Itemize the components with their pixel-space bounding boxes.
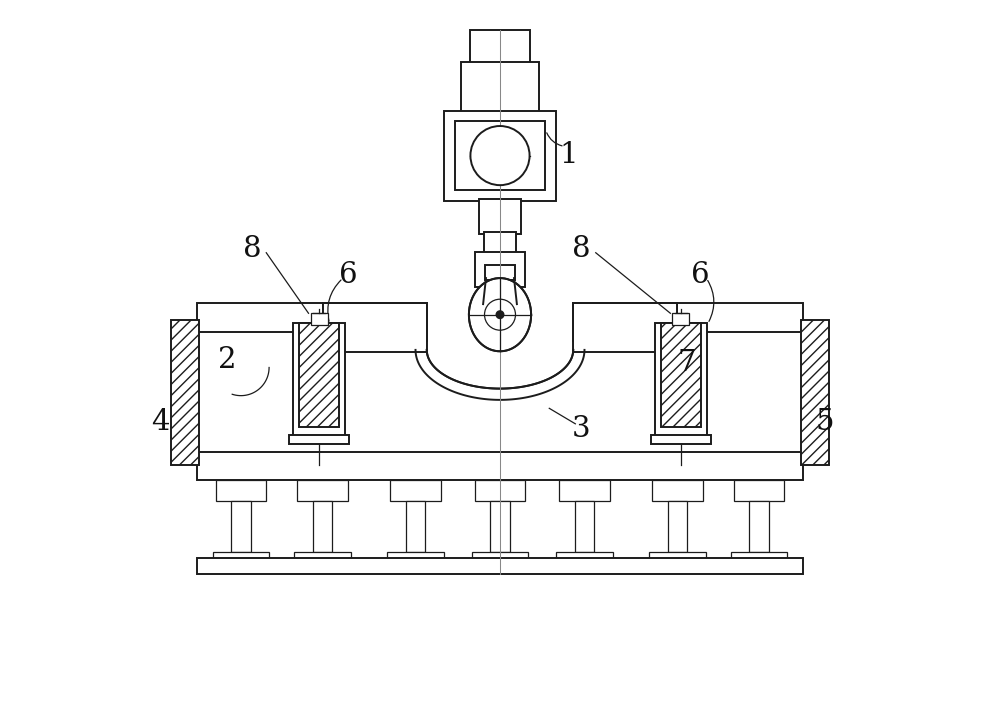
Circle shape [470, 126, 530, 185]
Circle shape [485, 299, 515, 330]
Bar [197, 331, 803, 454]
Bar [655, 323, 707, 438]
Bar [387, 552, 444, 566]
Bar [197, 558, 803, 574]
Bar [444, 111, 556, 201]
Bar [575, 501, 594, 552]
Text: 1: 1 [560, 141, 578, 169]
Text: 6: 6 [691, 260, 710, 289]
Bar [731, 552, 787, 566]
Bar [479, 199, 521, 234]
Bar [470, 30, 530, 63]
Text: 3: 3 [572, 415, 590, 444]
Text: 8: 8 [572, 235, 590, 263]
Bar [311, 313, 328, 325]
Bar [390, 480, 441, 501]
Bar [668, 501, 687, 552]
Text: 7: 7 [678, 348, 697, 377]
Text: 6: 6 [339, 260, 358, 289]
Polygon shape [469, 278, 531, 351]
Bar [472, 552, 528, 566]
Text: 8: 8 [243, 235, 262, 263]
Bar [749, 501, 769, 552]
Bar [475, 252, 525, 287]
Polygon shape [427, 303, 573, 389]
Bar [559, 480, 610, 501]
Bar [216, 480, 266, 501]
Bar [573, 303, 677, 352]
Text: 4: 4 [151, 408, 170, 436]
Bar [475, 480, 525, 501]
Bar [313, 501, 332, 552]
Bar [649, 552, 706, 566]
Bar [661, 323, 701, 427]
Circle shape [496, 311, 504, 318]
Bar [197, 452, 803, 480]
Bar [652, 480, 703, 501]
Bar [406, 501, 425, 552]
Bar [231, 501, 251, 552]
Bar [171, 320, 199, 465]
Bar [455, 121, 545, 190]
Bar [484, 232, 516, 253]
Bar [672, 313, 689, 325]
Bar [294, 552, 351, 566]
Bar [677, 303, 803, 332]
Bar [299, 323, 339, 427]
Bar [734, 480, 784, 501]
Bar [297, 480, 348, 501]
Bar [651, 435, 711, 444]
Bar [556, 552, 613, 566]
Bar [213, 552, 269, 566]
Bar [490, 501, 510, 552]
Bar [485, 265, 515, 280]
Bar [323, 303, 427, 352]
Bar [289, 435, 349, 444]
Bar [801, 320, 829, 465]
Bar [197, 303, 323, 332]
Bar [293, 323, 345, 438]
Text: 2: 2 [218, 346, 236, 375]
Bar [461, 62, 539, 113]
Text: 5: 5 [816, 408, 834, 436]
